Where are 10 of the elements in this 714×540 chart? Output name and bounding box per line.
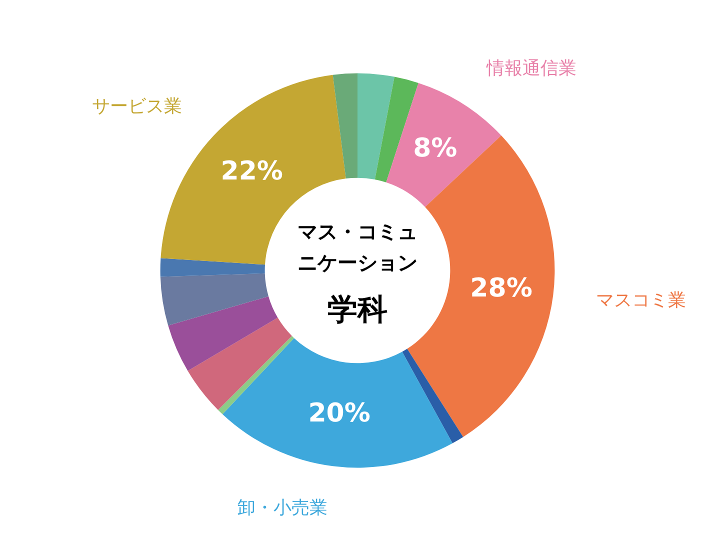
slice-label: 卸・小売業: [237, 498, 328, 519]
slice-label: サービス業: [92, 96, 182, 118]
text: マス・コミュニケーション: [298, 219, 418, 275]
data-label: 20%: [308, 398, 370, 429]
data-label: 28%: [470, 274, 532, 304]
data-label: 22%: [220, 156, 283, 187]
slice-label: 情報通信業: [485, 58, 576, 79]
slice-label: マスコミ業: [596, 290, 686, 312]
data-label: 8%: [413, 134, 458, 164]
text: 学科: [328, 292, 388, 328]
